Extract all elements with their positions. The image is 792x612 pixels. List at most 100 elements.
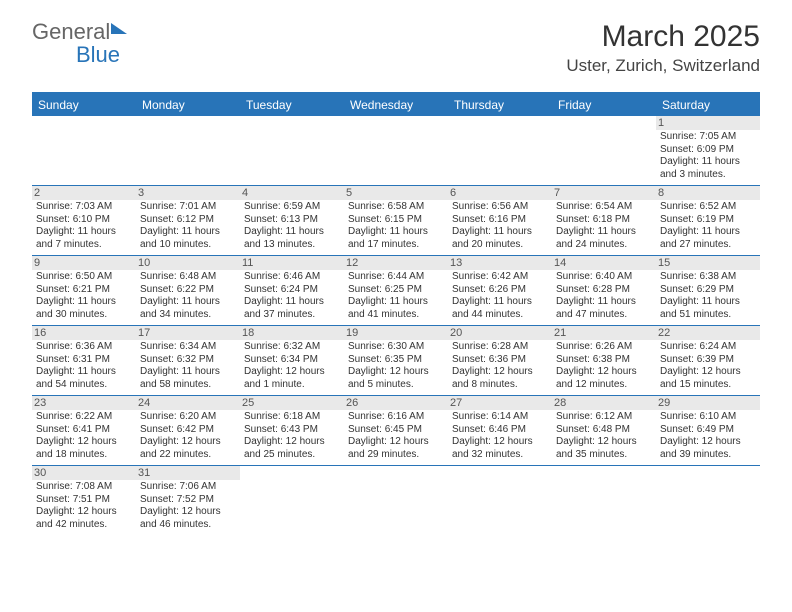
week-row: 16Sunrise: 6:36 AMSunset: 6:31 PMDayligh…: [32, 326, 760, 396]
weekday-header: Saturday: [656, 94, 760, 116]
day-cell: 16Sunrise: 6:36 AMSunset: 6:31 PMDayligh…: [32, 326, 136, 395]
day-detail-line: Daylight: 12 hours: [348, 436, 444, 449]
day-cell: 18Sunrise: 6:32 AMSunset: 6:34 PMDayligh…: [240, 326, 344, 395]
day-detail-line: Sunrise: 6:22 AM: [36, 411, 132, 424]
day-number: 5: [344, 186, 448, 200]
day-cell: 10Sunrise: 6:48 AMSunset: 6:22 PMDayligh…: [136, 256, 240, 325]
day-cell: 9Sunrise: 6:50 AMSunset: 6:21 PMDaylight…: [32, 256, 136, 325]
day-detail-line: Daylight: 11 hours: [36, 296, 132, 309]
day-detail-line: Sunrise: 6:30 AM: [348, 341, 444, 354]
day-cell: [240, 466, 344, 535]
day-detail-line: and 12 minutes.: [556, 379, 652, 392]
day-detail-line: Daylight: 12 hours: [556, 366, 652, 379]
weekday-header: Tuesday: [240, 94, 344, 116]
day-detail-line: and 46 minutes.: [140, 519, 236, 532]
day-detail-line: Daylight: 11 hours: [140, 296, 236, 309]
weekday-row: SundayMondayTuesdayWednesdayThursdayFrid…: [32, 94, 760, 116]
day-number: 19: [344, 326, 448, 340]
day-number: 6: [448, 186, 552, 200]
day-number: 24: [136, 396, 240, 410]
day-number: 25: [240, 396, 344, 410]
day-detail-line: Daylight: 11 hours: [452, 296, 548, 309]
day-detail-line: Daylight: 11 hours: [36, 226, 132, 239]
logo: GeneralBlue: [32, 20, 125, 66]
weeks: 1Sunrise: 7:05 AMSunset: 6:09 PMDaylight…: [32, 116, 760, 535]
day-detail-line: Daylight: 11 hours: [140, 226, 236, 239]
logo-flag-icon: [111, 23, 127, 34]
day-cell: 12Sunrise: 6:44 AMSunset: 6:25 PMDayligh…: [344, 256, 448, 325]
day-detail-line: Sunrise: 6:40 AM: [556, 271, 652, 284]
day-detail-line: Sunrise: 6:38 AM: [660, 271, 756, 284]
day-detail-line: and 27 minutes.: [660, 239, 756, 252]
day-detail-line: Daylight: 12 hours: [140, 436, 236, 449]
day-cell: 3Sunrise: 7:01 AMSunset: 6:12 PMDaylight…: [136, 186, 240, 255]
day-detail-line: and 58 minutes.: [140, 379, 236, 392]
day-detail-line: Sunrise: 7:03 AM: [36, 201, 132, 214]
day-detail-line: and 20 minutes.: [452, 239, 548, 252]
day-detail-line: and 1 minute.: [244, 379, 340, 392]
day-detail-line: Sunrise: 6:46 AM: [244, 271, 340, 284]
day-number: 31: [136, 466, 240, 480]
day-detail-line: Sunset: 6:25 PM: [348, 284, 444, 297]
day-cell: 17Sunrise: 6:34 AMSunset: 6:32 PMDayligh…: [136, 326, 240, 395]
day-detail-line: Sunset: 6:48 PM: [556, 424, 652, 437]
day-detail-line: Daylight: 11 hours: [660, 156, 756, 169]
day-detail-line: Sunset: 6:18 PM: [556, 214, 652, 227]
day-detail-line: Sunrise: 6:14 AM: [452, 411, 548, 424]
title-block: March 2025 Uster, Zurich, Switzerland: [566, 20, 760, 76]
day-detail-line: Sunrise: 6:28 AM: [452, 341, 548, 354]
day-cell: [136, 116, 240, 185]
day-detail-line: Daylight: 12 hours: [244, 436, 340, 449]
day-detail-line: Daylight: 12 hours: [452, 436, 548, 449]
day-detail-line: and 41 minutes.: [348, 309, 444, 322]
day-detail-line: Sunset: 6:26 PM: [452, 284, 548, 297]
day-detail-line: and 13 minutes.: [244, 239, 340, 252]
day-detail-line: and 54 minutes.: [36, 379, 132, 392]
day-cell: 1Sunrise: 7:05 AMSunset: 6:09 PMDaylight…: [656, 116, 760, 185]
day-detail-line: Sunset: 6:09 PM: [660, 144, 756, 157]
weekday-header: Monday: [136, 94, 240, 116]
day-number: 23: [32, 396, 136, 410]
day-cell: [656, 466, 760, 535]
day-cell: 23Sunrise: 6:22 AMSunset: 6:41 PMDayligh…: [32, 396, 136, 465]
day-number: 18: [240, 326, 344, 340]
day-cell: 15Sunrise: 6:38 AMSunset: 6:29 PMDayligh…: [656, 256, 760, 325]
day-detail-line: Sunrise: 6:32 AM: [244, 341, 340, 354]
day-cell: [448, 466, 552, 535]
day-number: 15: [656, 256, 760, 270]
day-detail-line: and 22 minutes.: [140, 449, 236, 462]
day-detail-line: and 29 minutes.: [348, 449, 444, 462]
day-detail-line: Sunrise: 6:24 AM: [660, 341, 756, 354]
day-detail-line: Sunset: 6:39 PM: [660, 354, 756, 367]
day-detail-line: and 47 minutes.: [556, 309, 652, 322]
day-detail-line: Sunrise: 6:54 AM: [556, 201, 652, 214]
weekday-header: Wednesday: [344, 94, 448, 116]
day-detail-line: and 51 minutes.: [660, 309, 756, 322]
day-detail-line: Daylight: 11 hours: [36, 366, 132, 379]
day-number: 7: [552, 186, 656, 200]
month-title: March 2025: [566, 20, 760, 54]
day-detail-line: Sunset: 6:29 PM: [660, 284, 756, 297]
day-number-empty: [448, 466, 552, 480]
day-detail-line: Sunset: 6:22 PM: [140, 284, 236, 297]
day-detail-line: and 10 minutes.: [140, 239, 236, 252]
day-cell: 2Sunrise: 7:03 AMSunset: 6:10 PMDaylight…: [32, 186, 136, 255]
weekday-header: Friday: [552, 94, 656, 116]
day-detail-line: and 34 minutes.: [140, 309, 236, 322]
day-cell: 31Sunrise: 7:06 AMSunset: 7:52 PMDayligh…: [136, 466, 240, 535]
day-detail-line: Sunset: 7:52 PM: [140, 494, 236, 507]
day-detail-line: Sunrise: 6:50 AM: [36, 271, 132, 284]
calendar: SundayMondayTuesdayWednesdayThursdayFrid…: [32, 92, 760, 535]
day-detail-line: Sunrise: 6:58 AM: [348, 201, 444, 214]
day-cell: 5Sunrise: 6:58 AMSunset: 6:15 PMDaylight…: [344, 186, 448, 255]
day-detail-line: Daylight: 12 hours: [452, 366, 548, 379]
day-cell: 26Sunrise: 6:16 AMSunset: 6:45 PMDayligh…: [344, 396, 448, 465]
day-cell: 25Sunrise: 6:18 AMSunset: 6:43 PMDayligh…: [240, 396, 344, 465]
day-number: 10: [136, 256, 240, 270]
day-detail-line: Sunset: 6:41 PM: [36, 424, 132, 437]
day-cell: 14Sunrise: 6:40 AMSunset: 6:28 PMDayligh…: [552, 256, 656, 325]
day-detail-line: and 44 minutes.: [452, 309, 548, 322]
day-cell: 4Sunrise: 6:59 AMSunset: 6:13 PMDaylight…: [240, 186, 344, 255]
day-detail-line: Sunset: 6:28 PM: [556, 284, 652, 297]
day-detail-line: Daylight: 11 hours: [556, 226, 652, 239]
